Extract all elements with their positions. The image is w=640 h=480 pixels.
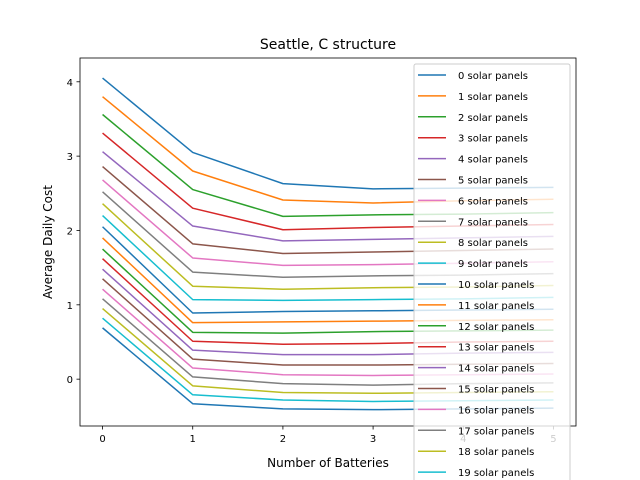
legend-label: 0 solar panels bbox=[458, 71, 528, 82]
legend-label: 8 solar panels bbox=[458, 238, 528, 249]
y-axis-ticks: 0 1 2 3 4 bbox=[67, 78, 80, 386]
x-tick-label: 1 bbox=[190, 434, 196, 445]
y-tick-label: 3 bbox=[67, 152, 73, 163]
x-axis-label: Number of Batteries bbox=[267, 456, 389, 470]
legend-label: 16 solar panels bbox=[458, 405, 534, 416]
y-tick-label: 1 bbox=[67, 301, 73, 312]
y-tick-label: 2 bbox=[67, 226, 73, 237]
legend: 0 solar panels 1 solar panels 2 solar pane… bbox=[413, 63, 571, 480]
legend-label: 5 solar panels bbox=[458, 176, 528, 187]
legend-label: 9 solar panels bbox=[458, 259, 528, 270]
legend-label: 1 solar panels bbox=[458, 92, 528, 103]
legend-label: 14 solar panels bbox=[458, 364, 534, 375]
legend-box bbox=[413, 63, 571, 480]
x-tick-label: 0 bbox=[99, 434, 105, 445]
legend-label: 15 solar panels bbox=[458, 385, 534, 396]
legend-label: 7 solar panels bbox=[458, 217, 528, 228]
y-tick-label: 0 bbox=[67, 375, 73, 386]
legend-label: 13 solar panels bbox=[458, 343, 534, 354]
legend-label: 6 solar panels bbox=[458, 196, 528, 207]
chart-title: Seattle, C structure bbox=[260, 37, 396, 53]
legend-label: 12 solar panels bbox=[458, 322, 534, 333]
plot-area-frame bbox=[79, 57, 577, 427]
legend-label: 2 solar panels bbox=[458, 113, 528, 124]
y-axis-label: Average Daily Cost bbox=[41, 185, 55, 299]
legend-label: 11 solar panels bbox=[458, 301, 534, 312]
y-tick-label: 4 bbox=[67, 78, 73, 89]
legend-label: 19 solar panels bbox=[458, 468, 534, 479]
legend-label: 18 solar panels bbox=[458, 447, 534, 458]
x-tick-label: 2 bbox=[280, 434, 286, 445]
x-tick-label: 3 bbox=[370, 434, 376, 445]
legend-label: 3 solar panels bbox=[458, 134, 528, 145]
legend-label: 10 solar panels bbox=[458, 280, 534, 291]
legend-label: 4 solar panels bbox=[458, 155, 528, 166]
legend-label: 17 solar panels bbox=[458, 426, 534, 437]
